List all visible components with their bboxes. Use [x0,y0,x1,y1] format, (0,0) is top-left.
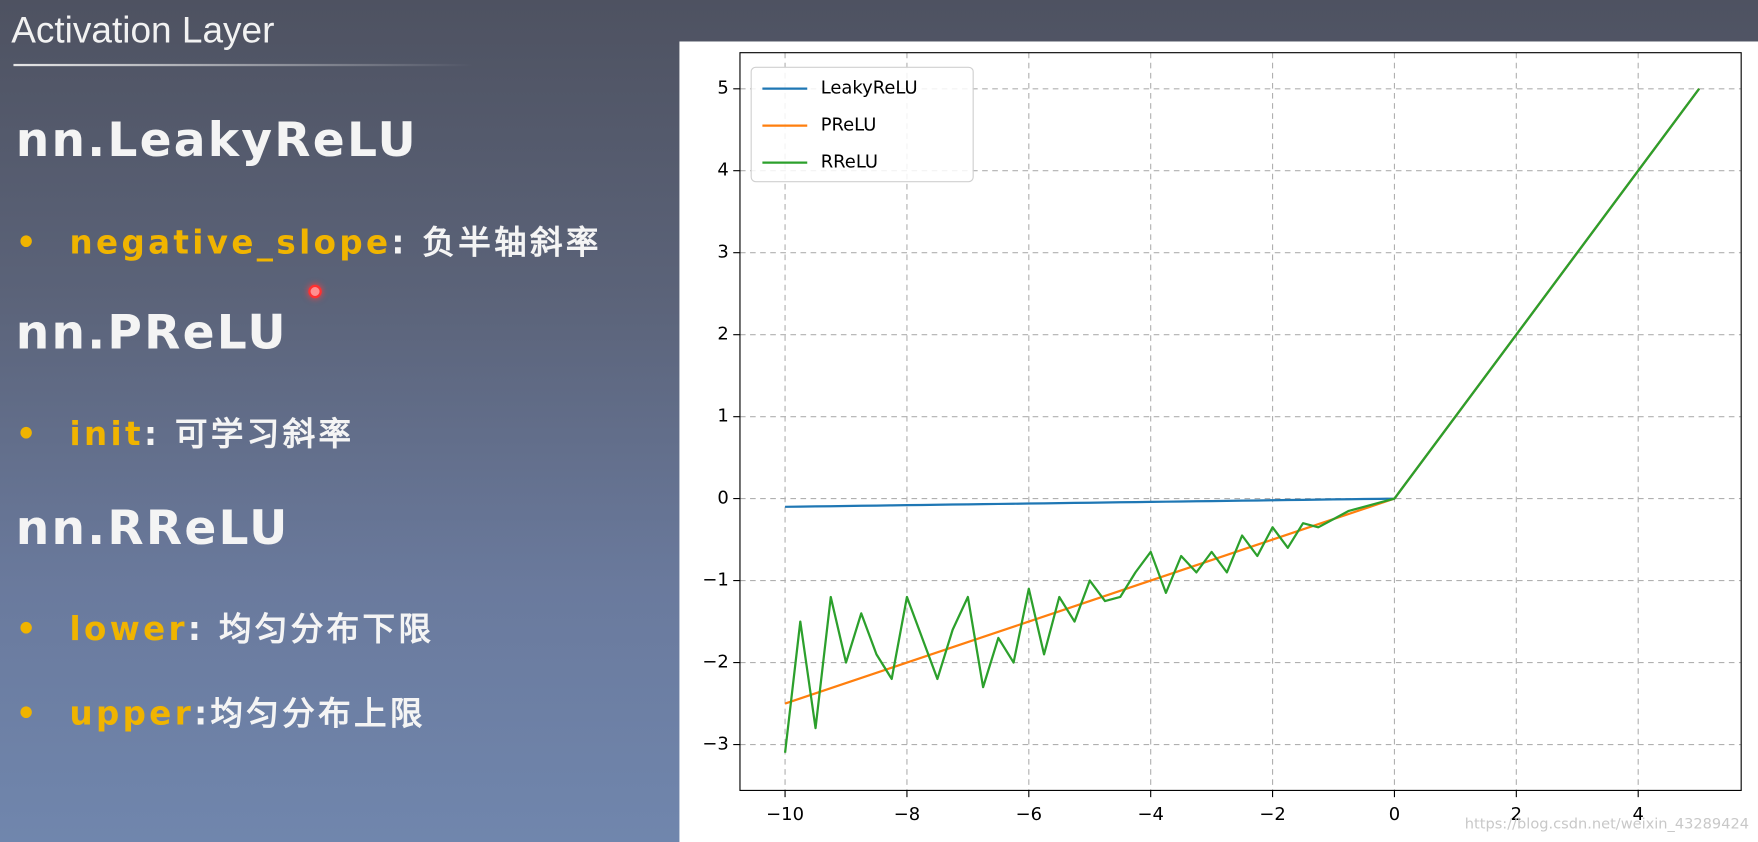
y-tick-label: −2 [702,652,728,673]
y-tick-label: −3 [702,734,728,755]
bullet-item: lower: 均匀分布下限 [16,603,435,650]
y-tick-label: 4 [717,160,728,181]
param-desc: : 负半轴斜率 [391,223,602,262]
cursor [308,284,322,299]
series-line [784,88,1701,705]
param-desc: : 均匀分布下限 [187,609,435,649]
title-rule [13,63,474,67]
x-tick-label: 2 [1511,804,1522,825]
y-tick-label: 1 [717,406,728,427]
x-tick-label: 4 [1632,804,1643,825]
bullet-item: init: 可学习斜率 [16,408,355,455]
legend-label: LeakyReLU [821,78,918,99]
bullet-item: upper:均匀分布上限 [16,687,426,734]
y-tick-label: 2 [717,324,728,345]
y-tick-label: 0 [717,488,728,509]
param-name: upper [69,694,195,733]
x-tick-label: −8 [894,804,920,825]
section-heading: nn.LeakyReLU [15,112,419,168]
param-name: negative_slope [69,223,392,262]
slide-title: Activation Layer [11,8,275,51]
series-line [785,88,1701,508]
y-tick-label: 5 [717,78,728,99]
x-tick-label: −4 [1137,804,1163,825]
x-tick-label: 0 [1389,804,1400,825]
x-tick-label: −10 [766,804,804,825]
bullet-item: negative_slope: 负半轴斜率 [16,216,602,263]
legend-label: RReLU [821,152,878,173]
param-desc: :均匀分布上限 [194,694,426,733]
section-heading: nn.RReLU [15,500,290,555]
param-desc: : 可学习斜率 [143,414,355,453]
plot-frame [739,52,1742,791]
series-line [783,88,1701,753]
x-tick-label: −6 [1016,804,1042,825]
param-name: lower [69,609,188,649]
y-tick-label: −1 [702,570,728,591]
x-tick-label: −2 [1259,804,1285,825]
legend-box [750,66,974,183]
param-name: init [69,414,144,453]
y-tick-label: 3 [717,242,728,263]
watermark: https://blog.csdn.net/weixin_43289424 [1464,816,1750,834]
section-heading: nn.PReLU [15,304,288,360]
legend-label: PReLU [821,115,877,136]
